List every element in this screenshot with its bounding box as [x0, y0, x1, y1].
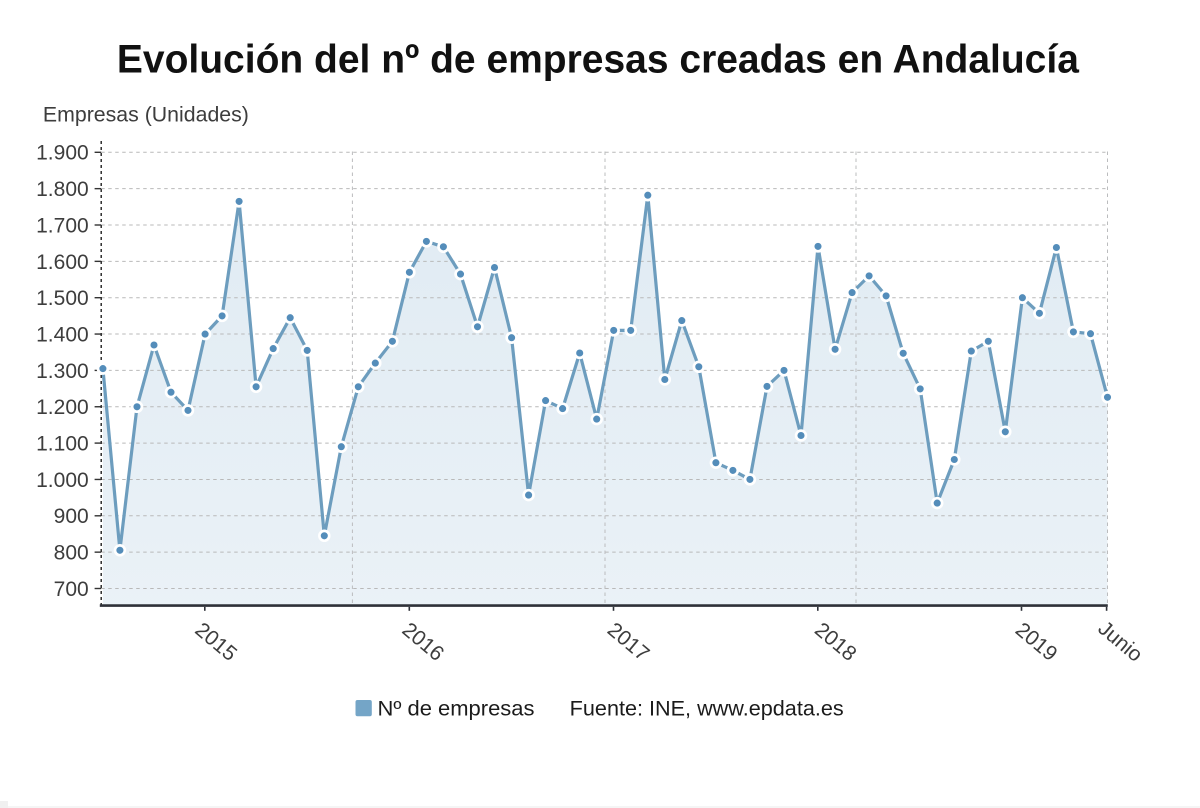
svg-text:1.600: 1.600 [36, 251, 89, 274]
svg-text:1.500: 1.500 [36, 287, 89, 310]
svg-text:1.100: 1.100 [36, 433, 89, 456]
svg-text:Evolución del nº de empresas c: Evolución del nº de empresas creadas en … [117, 37, 1080, 81]
svg-text:1.200: 1.200 [36, 396, 89, 419]
svg-text:Nº de empresas: Nº de empresas [378, 697, 535, 720]
svg-text:1.900: 1.900 [36, 142, 89, 165]
svg-text:800: 800 [54, 542, 89, 565]
svg-text:900: 900 [54, 505, 89, 528]
svg-text:Empresas (Unidades): Empresas (Unidades) [43, 104, 249, 127]
svg-text:1.800: 1.800 [36, 178, 89, 201]
svg-text:1.400: 1.400 [36, 323, 89, 346]
svg-text:1.300: 1.300 [36, 360, 89, 383]
svg-text:1.700: 1.700 [36, 214, 89, 237]
svg-text:700: 700 [54, 578, 89, 601]
svg-text:Fuente: INE, www.epdata.es: Fuente: INE, www.epdata.es [570, 697, 844, 720]
svg-text:1.000: 1.000 [36, 469, 89, 492]
